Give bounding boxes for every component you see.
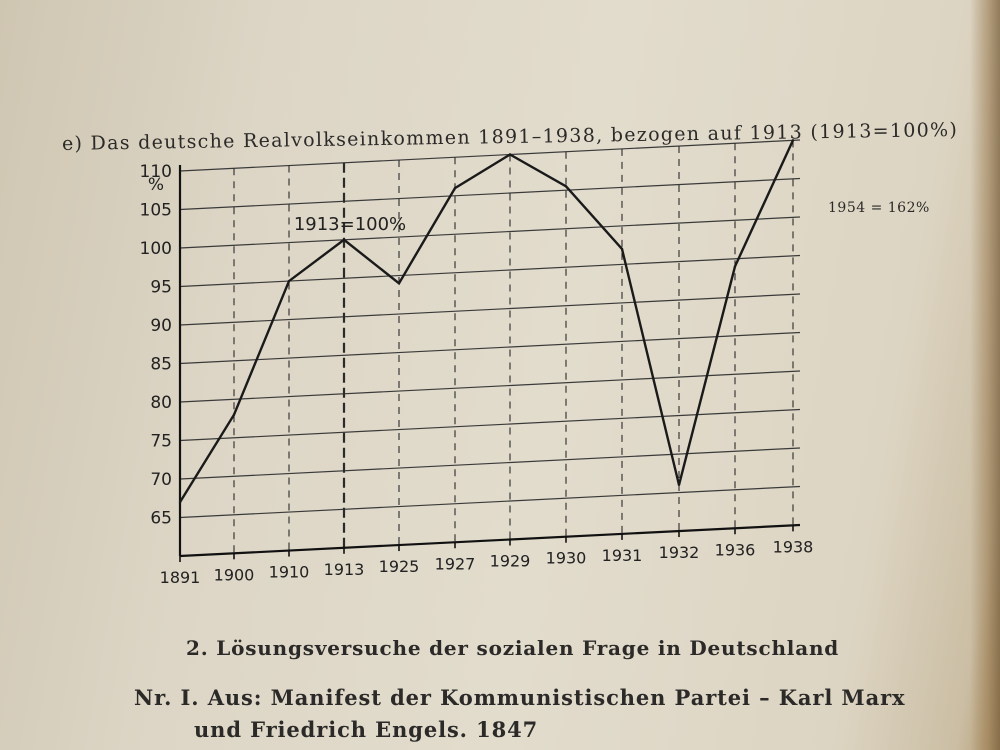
section-heading: 2. Lösungsversuche der sozialen Frage in… [186, 636, 840, 660]
x-tick-label-1929: 1929 [490, 552, 531, 571]
x-tick-label-1900: 1900 [214, 565, 255, 584]
data-point-1929 [508, 153, 512, 156]
grid-line-y-105 [179, 177, 801, 211]
y-tick-label-110: 110 [140, 162, 172, 182]
y-tick-label-105: 105 [140, 201, 172, 221]
y-tick-label-80: 80 [150, 393, 172, 413]
x-tick-label-1927: 1927 [435, 554, 476, 573]
series-line [178, 139, 795, 503]
annotation-1913-100: 1913=100% [294, 214, 406, 235]
data-point-1910 [287, 279, 291, 283]
x-axis [179, 523, 801, 558]
data-point-1891 [178, 500, 182, 504]
data-point-1930 [564, 185, 568, 188]
x-tick-label-1931: 1931 [602, 546, 643, 565]
subheading: Nr. I. Aus: Manifest der Kommunistischen… [134, 682, 905, 746]
x-tick-label-1925: 1925 [379, 557, 420, 576]
page-edge-shadow [970, 0, 1000, 750]
data-point-1927 [453, 186, 457, 190]
grid-line-y-90 [179, 293, 801, 326]
data-point-1936 [733, 265, 737, 268]
grid-line-y-70 [179, 447, 801, 480]
y-tick-label-100: 100 [140, 239, 172, 259]
subheading-line-2: und Friedrich Engels. 1847 [194, 717, 539, 742]
y-axis-label: % [148, 175, 164, 195]
x-tick-label-1936: 1936 [715, 540, 756, 559]
data-point-1913 [342, 238, 346, 241]
data-point-1932 [677, 483, 681, 487]
y-tick-label-90: 90 [150, 316, 172, 336]
y-tick-label-95: 95 [150, 278, 172, 298]
side-note-1954: 1954 = 162% [828, 200, 930, 216]
x-tick-label-1938: 1938 [773, 537, 814, 556]
grid-line-y-80 [179, 370, 801, 403]
y-tick-label-65: 65 [150, 509, 172, 529]
data-point-1925 [397, 282, 401, 285]
x-tick-label-1910: 1910 [269, 563, 310, 582]
data-point-1938 [791, 139, 795, 142]
x-tick-label-1913: 1913 [324, 560, 365, 579]
data-point-1931 [620, 247, 624, 251]
y-tick-label-70: 70 [150, 470, 172, 490]
x-tick-label-1891: 1891 [160, 568, 201, 587]
x-tick-label-1932: 1932 [659, 543, 700, 562]
grid-line-y-100 [179, 216, 801, 249]
grid-line-y-85 [179, 331, 801, 365]
x-tick-label-1930: 1930 [546, 549, 587, 568]
grid-line-y-75 [179, 408, 801, 442]
data-point-1900 [232, 413, 236, 416]
y-tick-label-75: 75 [150, 432, 172, 452]
grid-line-y-110 [179, 139, 801, 172]
grid-line-y-95 [179, 254, 801, 288]
grid-line-y-65 [179, 485, 801, 519]
y-tick-label-85: 85 [150, 355, 172, 375]
subheading-line-1: Nr. I. Aus: Manifest der Kommunistischen… [134, 685, 906, 710]
